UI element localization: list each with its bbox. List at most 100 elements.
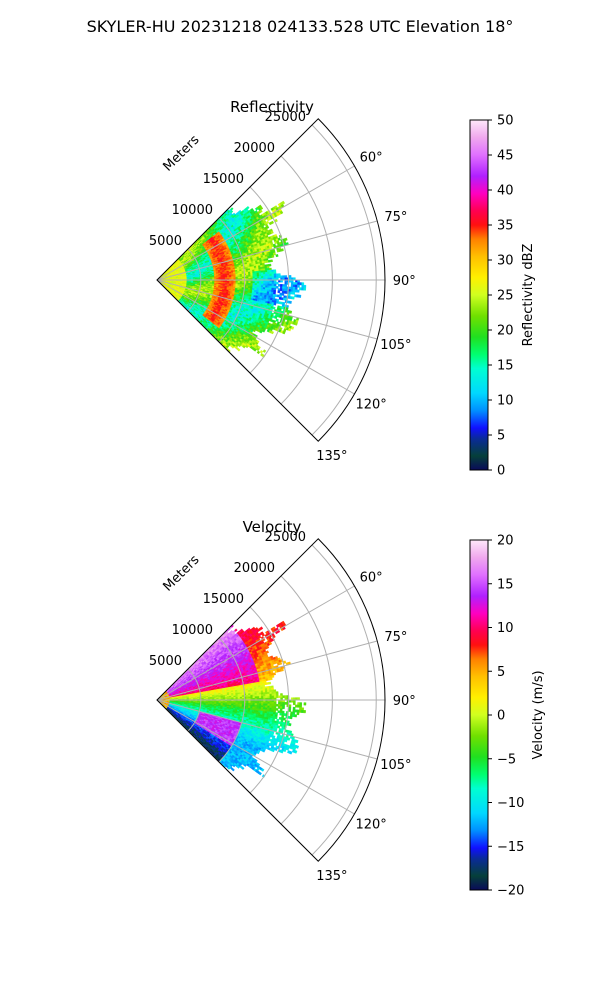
data-cell [275, 275, 279, 279]
data-cell [269, 271, 273, 275]
data-cell [282, 286, 285, 290]
data-cell [282, 275, 285, 279]
figure-title: SKYLER-HU 20231218 024133.528 UTC Elevat… [87, 17, 514, 36]
data-cell [295, 284, 298, 288]
data-cell [298, 294, 302, 298]
data-cell [277, 237, 281, 241]
data-cell [267, 281, 271, 285]
data-cell [263, 281, 266, 284]
data-cell [275, 318, 279, 322]
data-cell [295, 282, 298, 286]
data-cell [229, 209, 234, 214]
data-cell [246, 276, 249, 279]
data-cell [292, 286, 296, 290]
data-cell [256, 274, 260, 277]
data-cell [271, 254, 275, 258]
data-cell [273, 283, 277, 287]
data-cell [290, 284, 294, 288]
data-cell [271, 273, 275, 277]
data-cell [273, 281, 277, 285]
data-cell [280, 286, 283, 289]
data-cell [265, 272, 268, 275]
data-cell [254, 281, 258, 284]
data-cell [294, 287, 298, 291]
data-cell [301, 282, 305, 286]
data-cell [263, 283, 266, 286]
data-cell [260, 272, 264, 275]
data-cell [256, 281, 260, 284]
data-cell [256, 350, 261, 355]
data-cell [292, 291, 296, 295]
data-cell [278, 284, 281, 287]
data-cell [268, 263, 272, 267]
data-cell [265, 275, 268, 279]
data-cell [297, 284, 300, 288]
data-cell [258, 274, 262, 277]
data-cell [263, 274, 266, 277]
data-cell [265, 273, 268, 277]
data-cell [299, 282, 303, 286]
data-cell [258, 281, 262, 284]
data-cell [259, 349, 264, 354]
data-cell [275, 281, 279, 285]
data-cell [252, 276, 256, 279]
data-cell [269, 283, 273, 287]
data-cell [290, 286, 294, 290]
data-cell [303, 284, 307, 289]
data-cell [282, 284, 285, 287]
data-cell [271, 281, 275, 285]
data-cell [265, 283, 268, 287]
data-cell [273, 275, 277, 279]
data-cell [263, 272, 266, 275]
data-cell [280, 275, 283, 279]
data-cell [284, 282, 288, 285]
reflectivity-data-field [157, 200, 307, 358]
data-cell [296, 289, 300, 293]
data-cell [284, 284, 288, 288]
data-cell [277, 290, 281, 294]
data-cell [271, 271, 275, 275]
data-cell [293, 282, 296, 286]
data-cell [241, 276, 245, 279]
data-cell [288, 286, 292, 290]
data-cell [288, 275, 292, 278]
data-cell [261, 276, 264, 279]
data-cell [289, 310, 293, 314]
data-cell [275, 254, 279, 258]
data-cell [267, 283, 271, 287]
data-cell [273, 273, 277, 277]
data-cell [301, 284, 305, 288]
data-cell [271, 269, 275, 273]
data-cell [271, 283, 275, 287]
data-cell [299, 287, 302, 291]
data-cell [272, 306, 276, 310]
data-cell [248, 276, 251, 279]
data-cell [271, 275, 275, 279]
data-cell [291, 296, 295, 300]
data-cell [284, 286, 287, 290]
data-cell [252, 274, 256, 277]
data-cell [265, 281, 268, 285]
data-cell [270, 259, 273, 263]
data-cell [230, 207, 234, 211]
data-cell [273, 302, 277, 306]
data-cell [254, 276, 258, 279]
data-cell [261, 281, 264, 284]
data-cell [269, 275, 273, 279]
data-cell [269, 281, 273, 285]
data-cell [281, 200, 286, 205]
data-cell [284, 237, 288, 242]
data-cell [261, 274, 264, 277]
data-cell [250, 276, 254, 279]
data-cell [281, 292, 285, 296]
data-cell [272, 252, 276, 256]
data-cell [301, 287, 304, 291]
data-cell [280, 248, 284, 252]
data-cell [303, 287, 307, 291]
data-cell [262, 349, 267, 353]
data-cell [297, 282, 300, 286]
reflectivity-title: Reflectivity [230, 98, 314, 116]
data-cell [292, 284, 296, 288]
data-cell [273, 285, 277, 289]
